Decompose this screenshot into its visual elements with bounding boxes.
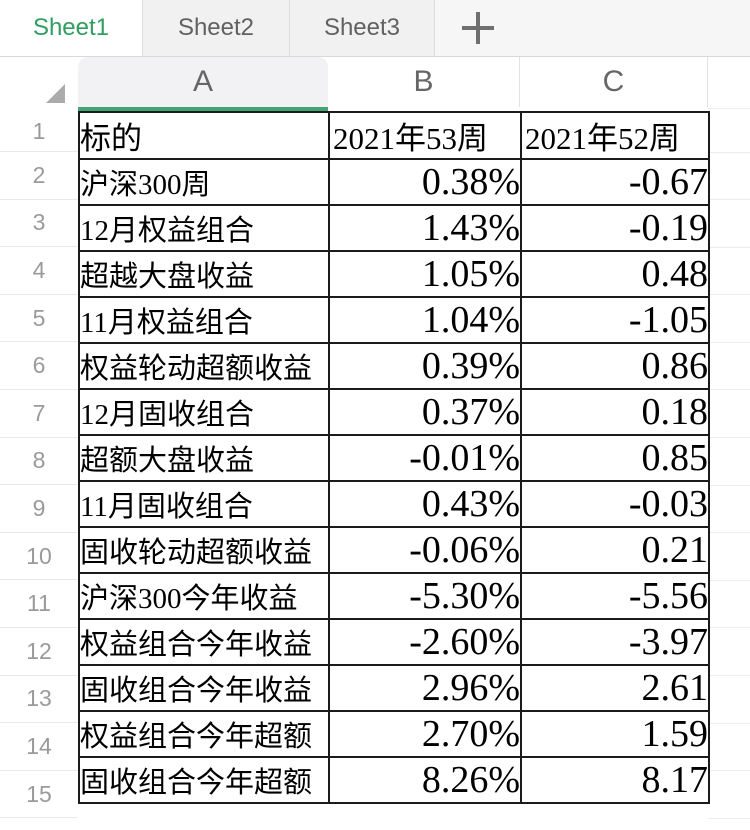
cell-C5[interactable]: -1.05 — [520, 296, 710, 344]
cell-A13[interactable]: 固收组合今年收益 — [78, 664, 330, 712]
cell-B12[interactable]: -2.60% — [328, 618, 522, 666]
row-header-15[interactable]: 15 — [0, 771, 78, 819]
tab-sheet3[interactable]: Sheet3 — [290, 0, 435, 56]
row-header-9[interactable]: 9 — [0, 485, 78, 533]
cell-B3[interactable]: 1.43% — [328, 204, 522, 252]
table-row: 超额大盘收益 -0.01% 0.85 — [78, 434, 710, 482]
gridlines-right — [708, 108, 750, 819]
row-header-7[interactable]: 7 — [0, 390, 78, 438]
table-row: 12月权益组合 1.43% -0.19 — [78, 204, 710, 252]
cell-A9[interactable]: 11月固收组合 — [78, 480, 330, 528]
tab-sheet1[interactable]: Sheet1 — [0, 0, 143, 56]
row-header-5[interactable]: 5 — [0, 295, 78, 343]
tab-sheet3-label: Sheet3 — [323, 14, 401, 41]
table-row: 权益组合今年收益 -2.60% -3.97 — [78, 618, 710, 666]
table-row: 固收组合今年收益 2.96% 2.61 — [78, 664, 710, 712]
tab-sheet1-label: Sheet1 — [32, 14, 110, 41]
cell-C15[interactable]: 8.17 — [520, 756, 710, 804]
column-header-a[interactable]: A — [78, 57, 328, 107]
column-header-c-label: C — [602, 65, 625, 98]
cell-C14[interactable]: 1.59 — [520, 710, 710, 758]
cell-C4[interactable]: 0.48 — [520, 250, 710, 298]
select-all-triangle-icon — [46, 84, 65, 103]
cell-B4[interactable]: 1.05% — [328, 250, 522, 298]
cell-C9[interactable]: -0.03 — [520, 480, 710, 528]
table-row: 固收轮动超额收益 -0.06% 0.21 — [78, 526, 710, 574]
column-selection-bar — [78, 107, 328, 112]
cell-C11[interactable]: -5.56 — [520, 572, 710, 620]
row-header-10[interactable]: 10 — [0, 533, 78, 581]
cell-B15[interactable]: 8.26% — [328, 756, 522, 804]
sheet-tab-bar: Sheet1 Sheet2 Sheet3 — [0, 0, 750, 57]
row-header-column: 1 2 3 4 5 6 7 8 9 10 11 12 13 14 15 — [0, 111, 78, 819]
row-header-13[interactable]: 13 — [0, 676, 78, 724]
cell-A8[interactable]: 超额大盘收益 — [78, 434, 330, 482]
table-row: 11月权益组合 1.04% -1.05 — [78, 296, 710, 344]
cell-B13[interactable]: 2.96% — [328, 664, 522, 712]
column-header-row: A B C — [78, 57, 750, 107]
tab-sheet2[interactable]: Sheet2 — [143, 0, 290, 56]
cell-A11[interactable]: 沪深300今年收益 — [78, 572, 330, 620]
column-header-c[interactable]: C — [520, 57, 708, 107]
row-header-2[interactable]: 2 — [0, 152, 78, 200]
table-row: 沪深300周 0.38% -0.67 — [78, 158, 710, 206]
cell-C12[interactable]: -3.97 — [520, 618, 710, 666]
row-header-12[interactable]: 12 — [0, 628, 78, 676]
cell-B5[interactable]: 1.04% — [328, 296, 522, 344]
row-header-6[interactable]: 6 — [0, 342, 78, 390]
row-header-1[interactable]: 1 — [0, 111, 78, 152]
table-row: 沪深300今年收益 -5.30% -5.56 — [78, 572, 710, 620]
table-row: 超越大盘收益 1.05% 0.48 — [78, 250, 710, 298]
plus-icon — [461, 12, 494, 44]
cell-A2[interactable]: 沪深300周 — [78, 158, 330, 206]
row-header-11[interactable]: 11 — [0, 580, 78, 628]
cell-A15[interactable]: 固收组合今年超额 — [78, 756, 330, 804]
cell-A7[interactable]: 12月固收组合 — [78, 388, 330, 436]
cell-A14[interactable]: 权益组合今年超额 — [78, 710, 330, 758]
cell-A6[interactable]: 权益轮动超额收益 — [78, 342, 330, 390]
cell-A1[interactable]: 标的 — [78, 111, 330, 160]
table-row: 固收组合今年超额 8.26% 8.17 — [78, 756, 710, 804]
row-header-8[interactable]: 8 — [0, 438, 78, 486]
row-header-4[interactable]: 4 — [0, 247, 78, 295]
cell-C13[interactable]: 2.61 — [520, 664, 710, 712]
column-header-b[interactable]: B — [328, 57, 520, 107]
table-row: 11月固收组合 0.43% -0.03 — [78, 480, 710, 528]
row-header-3[interactable]: 3 — [0, 200, 78, 248]
cell-C3[interactable]: -0.19 — [520, 204, 710, 252]
cell-C7[interactable]: 0.18 — [520, 388, 710, 436]
add-sheet-button[interactable] — [435, 0, 520, 56]
row-header-14[interactable]: 14 — [0, 723, 78, 771]
cell-C1[interactable]: 2021年52周 — [520, 111, 710, 160]
cell-B2[interactable]: 0.38% — [328, 158, 522, 206]
cell-A4[interactable]: 超越大盘收益 — [78, 250, 330, 298]
tab-bar-filler — [520, 0, 750, 56]
cell-B11[interactable]: -5.30% — [328, 572, 522, 620]
table-row: 权益轮动超额收益 0.39% 0.86 — [78, 342, 710, 390]
table-row: 标的 2021年53周 2021年52周 — [78, 111, 710, 160]
cell-A5[interactable]: 11月权益组合 — [78, 296, 330, 344]
cell-B10[interactable]: -0.06% — [328, 526, 522, 574]
data-table: 标的 2021年53周 2021年52周 沪深300周 0.38% -0.67 … — [78, 111, 710, 804]
cell-B1[interactable]: 2021年53周 — [328, 111, 522, 160]
cell-A10[interactable]: 固收轮动超额收益 — [78, 526, 330, 574]
tab-sheet2-label: Sheet2 — [177, 14, 255, 41]
cell-B7[interactable]: 0.37% — [328, 388, 522, 436]
cell-B6[interactable]: 0.39% — [328, 342, 522, 390]
column-header-a-label: A — [192, 65, 213, 98]
select-all-corner[interactable] — [0, 57, 78, 107]
cell-A12[interactable]: 权益组合今年收益 — [78, 618, 330, 666]
cell-B9[interactable]: 0.43% — [328, 480, 522, 528]
column-header-b-label: B — [413, 65, 434, 98]
cell-B14[interactable]: 2.70% — [328, 710, 522, 758]
cell-C8[interactable]: 0.85 — [520, 434, 710, 482]
cell-C10[interactable]: 0.21 — [520, 526, 710, 574]
cell-C6[interactable]: 0.86 — [520, 342, 710, 390]
cell-B8[interactable]: -0.01% — [328, 434, 522, 482]
cell-C2[interactable]: -0.67 — [520, 158, 710, 206]
table-row: 12月固收组合 0.37% 0.18 — [78, 388, 710, 436]
cell-A3[interactable]: 12月权益组合 — [78, 204, 330, 252]
table-row: 权益组合今年超额 2.70% 1.59 — [78, 710, 710, 758]
